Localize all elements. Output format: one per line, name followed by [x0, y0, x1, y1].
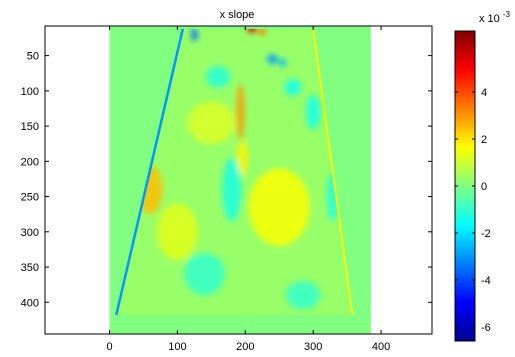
- y-tick-label: 200: [21, 156, 39, 168]
- heatmap-image: [109, 26, 371, 334]
- x-tick-label: 100: [168, 341, 186, 353]
- heatmap-feature-2: [236, 83, 245, 141]
- heatmap-feature-11: [284, 78, 301, 96]
- x-tick-label: 200: [236, 341, 254, 353]
- y-tick-label: 300: [21, 227, 39, 239]
- heatmap-feature-17: [222, 157, 242, 222]
- heatmap-right-edge: [312, 28, 354, 316]
- axes-frame: [44, 25, 433, 335]
- colorbar-multiplier-exponent: -3: [503, 10, 511, 19]
- heatmap-features: [138, 28, 341, 310]
- heatmap-feature-12: [205, 66, 231, 88]
- y-tick-label: 400: [21, 297, 39, 309]
- heatmap-left-edge: [115, 28, 185, 316]
- plot-area: 0 100 200 300 400 50 100 150 200 250 300 350 400: [21, 25, 433, 353]
- heatmap-feature-0: [246, 28, 258, 34]
- y-tick-label: 100: [21, 86, 39, 98]
- heatmap-feature-13: [306, 94, 320, 130]
- heatmap-feature-10: [190, 28, 198, 42]
- y-tick-label: 350: [21, 262, 39, 274]
- colorbar-tick-label: -6: [481, 322, 491, 334]
- y-tick-label: 250: [21, 192, 39, 204]
- colorbar-ticks: -6 -4 -2 0 2 4: [455, 87, 491, 334]
- colorbar: -6 -4 -2 0 2 4 x 10 -3: [454, 10, 511, 342]
- heatmap-feature-6: [187, 101, 236, 144]
- x-tick-label: 400: [372, 341, 390, 353]
- colorbar-tick-label: -4: [481, 275, 491, 287]
- colorbar-multiplier-base: x 10: [479, 13, 500, 25]
- x-tick-label: 0: [106, 341, 112, 353]
- colorbar-tick-label: 2: [481, 134, 487, 146]
- colorbar-tick-label: 0: [481, 181, 487, 193]
- y-tick-label: 50: [27, 51, 39, 63]
- heatmap-feature-8: [267, 54, 278, 65]
- heatmap-feature-9: [278, 58, 287, 67]
- y-axis: 50 100 150 200 250 300 350 400: [21, 51, 432, 309]
- colorbar-multiplier: x 10 -3: [479, 10, 511, 25]
- heatmap-feature-15: [184, 252, 225, 296]
- heatmap-feature-5: [248, 168, 310, 246]
- heatmap-feature-3: [237, 140, 249, 176]
- chart-title: x slope: [220, 9, 255, 21]
- heatmap-feature-7: [157, 203, 198, 260]
- heatmap-feature-16: [286, 281, 320, 310]
- x-tick-label: 300: [304, 341, 322, 353]
- colorbar-tick-label: -2: [481, 228, 491, 240]
- heatmap-feature-1: [258, 28, 267, 36]
- colorbar-tick-label: 4: [481, 87, 487, 99]
- y-tick-label: 150: [21, 121, 39, 133]
- x-axis: 0 100 200 300 400: [106, 26, 390, 353]
